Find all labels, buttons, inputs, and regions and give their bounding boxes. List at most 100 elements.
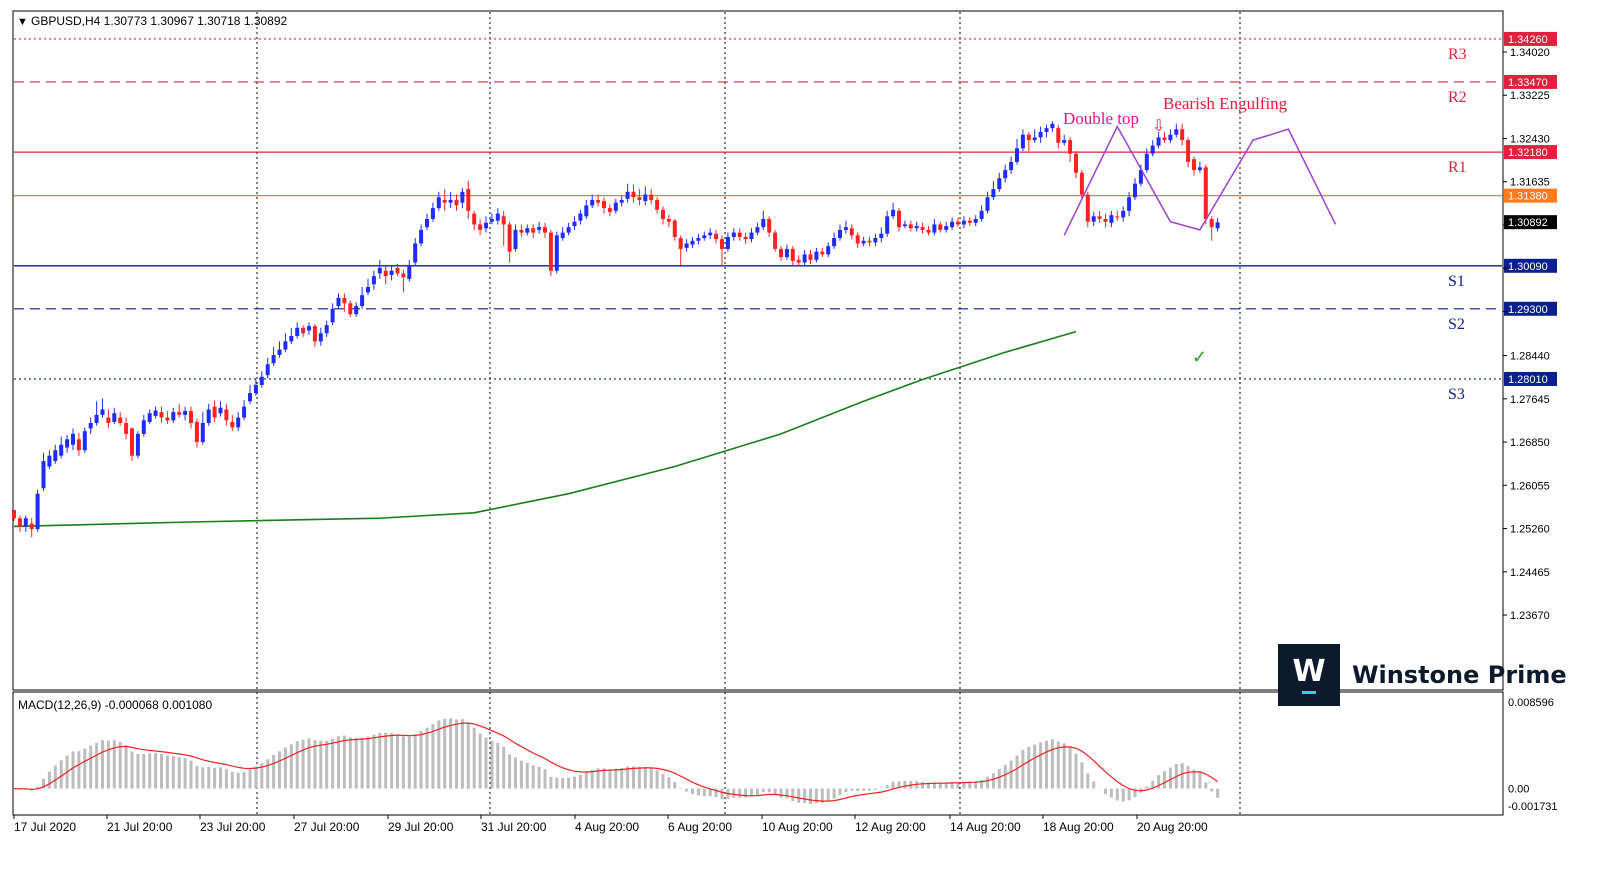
candle-body	[1203, 167, 1208, 220]
candle-body	[401, 273, 406, 278]
level-price-label: 1.34260	[1508, 34, 1548, 46]
candle	[348, 300, 353, 317]
candle-body	[336, 297, 341, 307]
candle	[212, 400, 217, 422]
candle	[631, 184, 636, 203]
candle-body	[584, 205, 589, 217]
candle-body	[560, 232, 565, 239]
candle	[436, 191, 441, 211]
down-arrow-icon: ⇩	[1152, 118, 1165, 135]
candle-body	[1180, 129, 1185, 141]
candle-body	[1115, 216, 1120, 218]
candle-body	[366, 287, 370, 293]
vertical-gridlines	[256, 12, 1241, 814]
candle-body	[891, 209, 896, 217]
candle-body	[1109, 215, 1114, 223]
candle	[448, 191, 453, 209]
candle	[194, 418, 199, 448]
candle	[1085, 191, 1090, 228]
candle	[678, 235, 683, 266]
candle-body	[348, 303, 353, 315]
candle	[867, 236, 872, 247]
candle-body	[1127, 197, 1132, 211]
candle	[625, 183, 630, 203]
candle	[1127, 191, 1132, 217]
candle	[637, 189, 642, 206]
candle-body	[1068, 140, 1073, 154]
annotation-double-top: Double top	[1063, 109, 1139, 128]
candle-body	[484, 222, 488, 229]
candle	[537, 221, 542, 234]
candle-body	[283, 341, 288, 350]
candle-body	[543, 227, 547, 233]
candle-body	[1192, 159, 1196, 171]
candle	[248, 384, 252, 404]
candle	[1156, 131, 1161, 149]
candle	[655, 197, 660, 214]
level-price-tag	[1504, 74, 1557, 89]
dropdown-triangle-icon[interactable]: ▼	[17, 16, 28, 28]
candle	[165, 411, 170, 425]
candle-body	[725, 236, 730, 249]
level-price-label: 1.28010	[1508, 374, 1548, 386]
candle	[513, 224, 518, 252]
candle	[684, 239, 689, 252]
price-tick-label: 1.23670	[1510, 610, 1550, 622]
candle	[643, 186, 648, 206]
candle	[826, 242, 831, 258]
macd-tick-label: 0.00	[1508, 784, 1529, 796]
candle	[1103, 213, 1108, 228]
candle-body	[53, 450, 58, 462]
candle-body	[672, 220, 677, 237]
level-name-s1: S1	[1448, 273, 1465, 290]
candle-body	[389, 270, 394, 276]
price-tick-label: 1.28440	[1510, 351, 1550, 363]
candle	[737, 228, 742, 241]
candle	[413, 238, 418, 266]
level-price-label: 1.32180	[1508, 147, 1548, 159]
candle	[206, 403, 211, 426]
candle-body	[383, 270, 388, 277]
candle-body	[932, 224, 937, 233]
candle-body	[82, 431, 87, 451]
candle-body	[661, 209, 665, 220]
candle	[1209, 216, 1214, 241]
candle	[71, 428, 75, 451]
candle-body	[843, 227, 848, 230]
candle	[725, 232, 730, 252]
candle	[354, 302, 359, 317]
level-price-label: 1.29300	[1508, 304, 1548, 316]
macd-tick-label: -0.001731	[1508, 801, 1558, 813]
candle-body	[312, 326, 317, 342]
candle-body	[820, 251, 825, 255]
candle	[525, 224, 530, 236]
candle	[489, 213, 494, 225]
candle	[749, 228, 754, 243]
level-name-r1: R1	[1448, 159, 1467, 176]
candle-body	[1150, 145, 1155, 154]
candle	[560, 227, 565, 241]
candle-body	[460, 191, 465, 203]
candle	[401, 269, 406, 293]
candle-body	[395, 267, 400, 274]
candle-body	[678, 238, 683, 249]
candle	[318, 327, 323, 346]
candle-body	[1091, 216, 1096, 222]
candle-body	[342, 297, 347, 304]
candle-body	[885, 216, 890, 234]
candle	[76, 432, 81, 456]
candle	[1032, 129, 1037, 143]
candle-body	[377, 267, 382, 274]
candle-body	[796, 259, 801, 263]
candle	[519, 224, 524, 237]
candle	[147, 409, 152, 425]
price-tick-label: 1.26850	[1510, 437, 1550, 449]
candle-body	[572, 221, 577, 227]
candle-body	[596, 199, 601, 203]
candle	[932, 219, 937, 236]
candle-body	[790, 248, 795, 261]
candle-body	[991, 189, 996, 198]
logo-name: Winstone Prime	[1352, 661, 1567, 689]
candle-body	[525, 228, 530, 233]
